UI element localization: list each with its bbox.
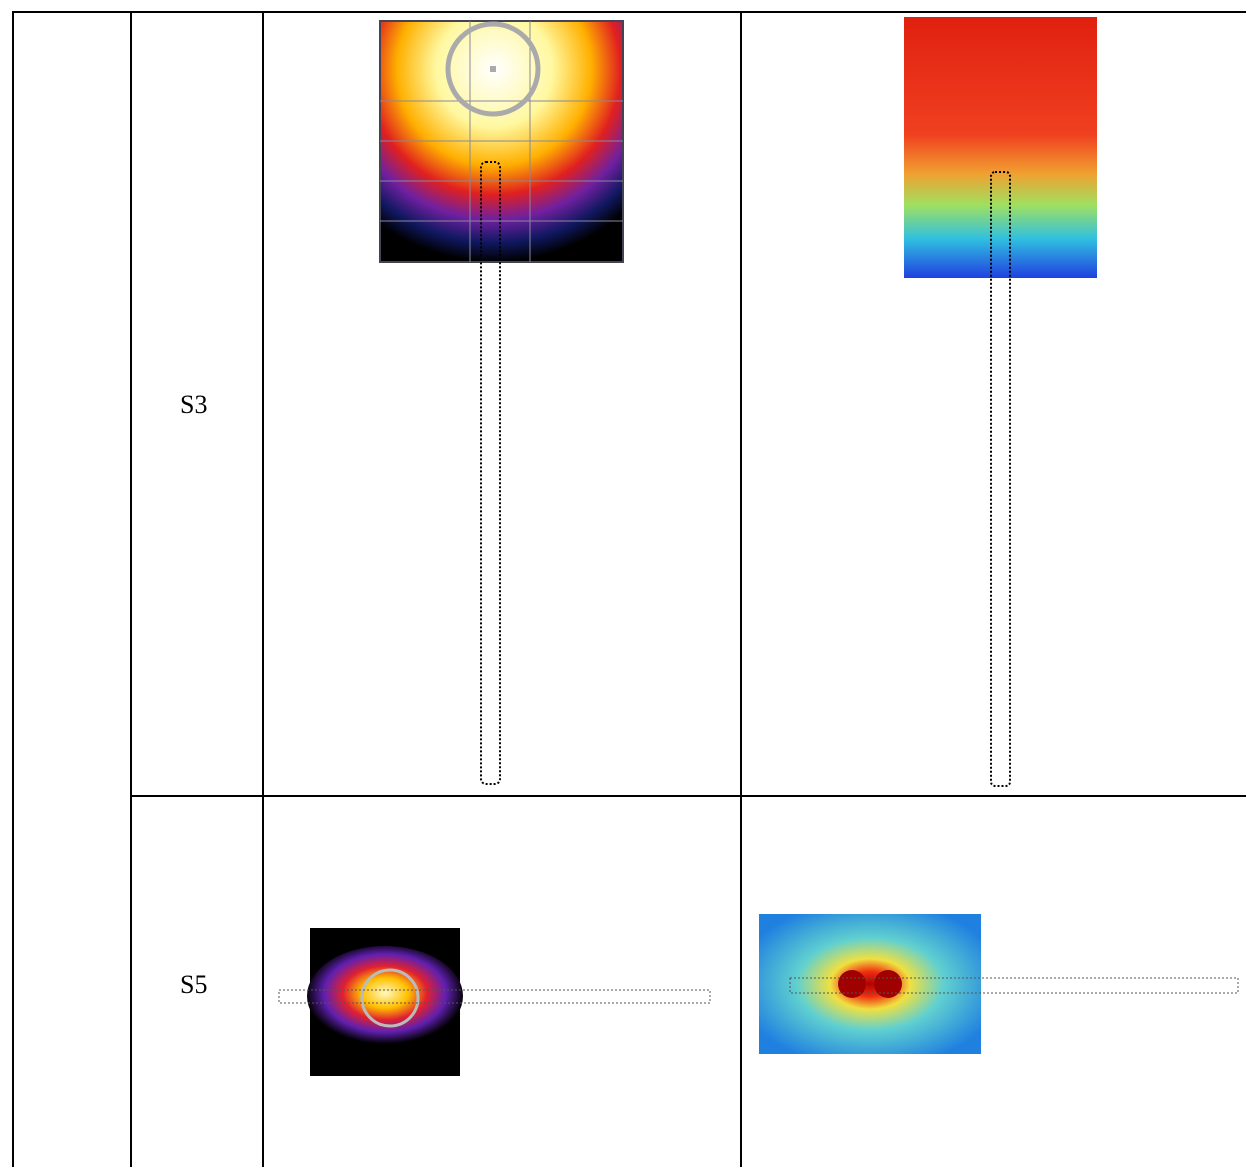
row-label: S5 — [180, 970, 208, 999]
border — [740, 11, 742, 1167]
border — [130, 11, 132, 1167]
border — [130, 795, 1246, 797]
heatmap — [904, 17, 1097, 787]
border — [12, 11, 1246, 13]
heatmap — [759, 914, 1239, 1054]
heatmap — [379, 20, 624, 785]
heatmap — [278, 928, 711, 1076]
row-label: S3 — [180, 390, 208, 419]
border — [12, 11, 14, 1167]
border — [262, 11, 264, 1167]
